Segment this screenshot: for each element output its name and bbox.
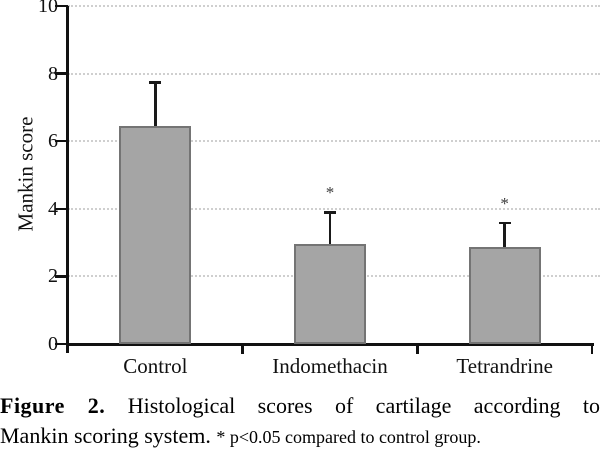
significance-marker-indomethacin: * <box>325 183 335 203</box>
x-axis-label-tetrandrine: Tetrandrine <box>456 354 553 378</box>
x-axis-line <box>68 342 594 346</box>
y-tick-4 <box>55 207 68 211</box>
mankin-score-bar-chart: Mankin score 0 2 4 6 8 10 Control * Indomethacin… <box>14 0 600 378</box>
x-tick-3 <box>590 344 594 354</box>
error-bar-line-control <box>154 82 157 126</box>
gridline-8 <box>68 72 600 75</box>
x-tick-2 <box>416 344 419 354</box>
error-bar-line-tetrandrine <box>503 222 506 247</box>
y-tick-label-10: 10 <box>38 0 58 17</box>
y-tick-label-8: 8 <box>48 62 58 85</box>
y-tick-2 <box>55 275 68 278</box>
caption-text-line1: Histological scores of cartilage accordi… <box>127 393 600 418</box>
caption-line-1: Figure 2. Histological scores of cartila… <box>0 391 600 421</box>
figure-caption: Figure 2. Histological scores of cartila… <box>0 391 600 452</box>
y-tick-label-0: 0 <box>48 333 58 355</box>
gridline-6 <box>68 140 600 143</box>
y-tick-label-6: 6 <box>48 130 58 153</box>
error-bar-line-indomethacin <box>328 212 332 245</box>
caption-text-line2: Mankin scoring system. <box>0 423 211 448</box>
bar-tetrandrine <box>468 246 541 344</box>
error-bar-cap-indomethacin <box>324 211 336 214</box>
x-axis-label-indomethacin: Indomethacin <box>272 354 388 378</box>
caption-line-2: Mankin scoring system. * p<0.05 compared… <box>0 421 600 452</box>
bar-indomethacin <box>294 244 366 344</box>
caption-significance-note: * p<0.05 compared to control group. <box>216 427 481 447</box>
figure-label: Figure 2. <box>0 393 106 418</box>
x-axis-label-control: Control <box>123 354 188 378</box>
y-axis-line <box>65 6 69 353</box>
significance-marker-tetrandrine: * <box>500 193 509 213</box>
plot-area: 0 2 4 6 8 10 Control * Indomethacin * Tetrandrine <box>38 0 600 378</box>
gridline-10 <box>68 5 600 7</box>
y-tick-0 <box>55 342 68 346</box>
error-bar-cap-control <box>149 81 162 84</box>
y-tick-label-2: 2 <box>48 265 58 288</box>
gridline-4 <box>68 207 600 210</box>
y-tick-8 <box>55 72 68 75</box>
y-tick-label-4: 4 <box>48 197 58 220</box>
error-bar-cap-tetrandrine <box>498 221 511 225</box>
x-tick-1 <box>241 344 244 354</box>
y-tick-6 <box>55 139 68 143</box>
bar-control <box>119 125 192 344</box>
y-tick-10 <box>55 4 68 8</box>
